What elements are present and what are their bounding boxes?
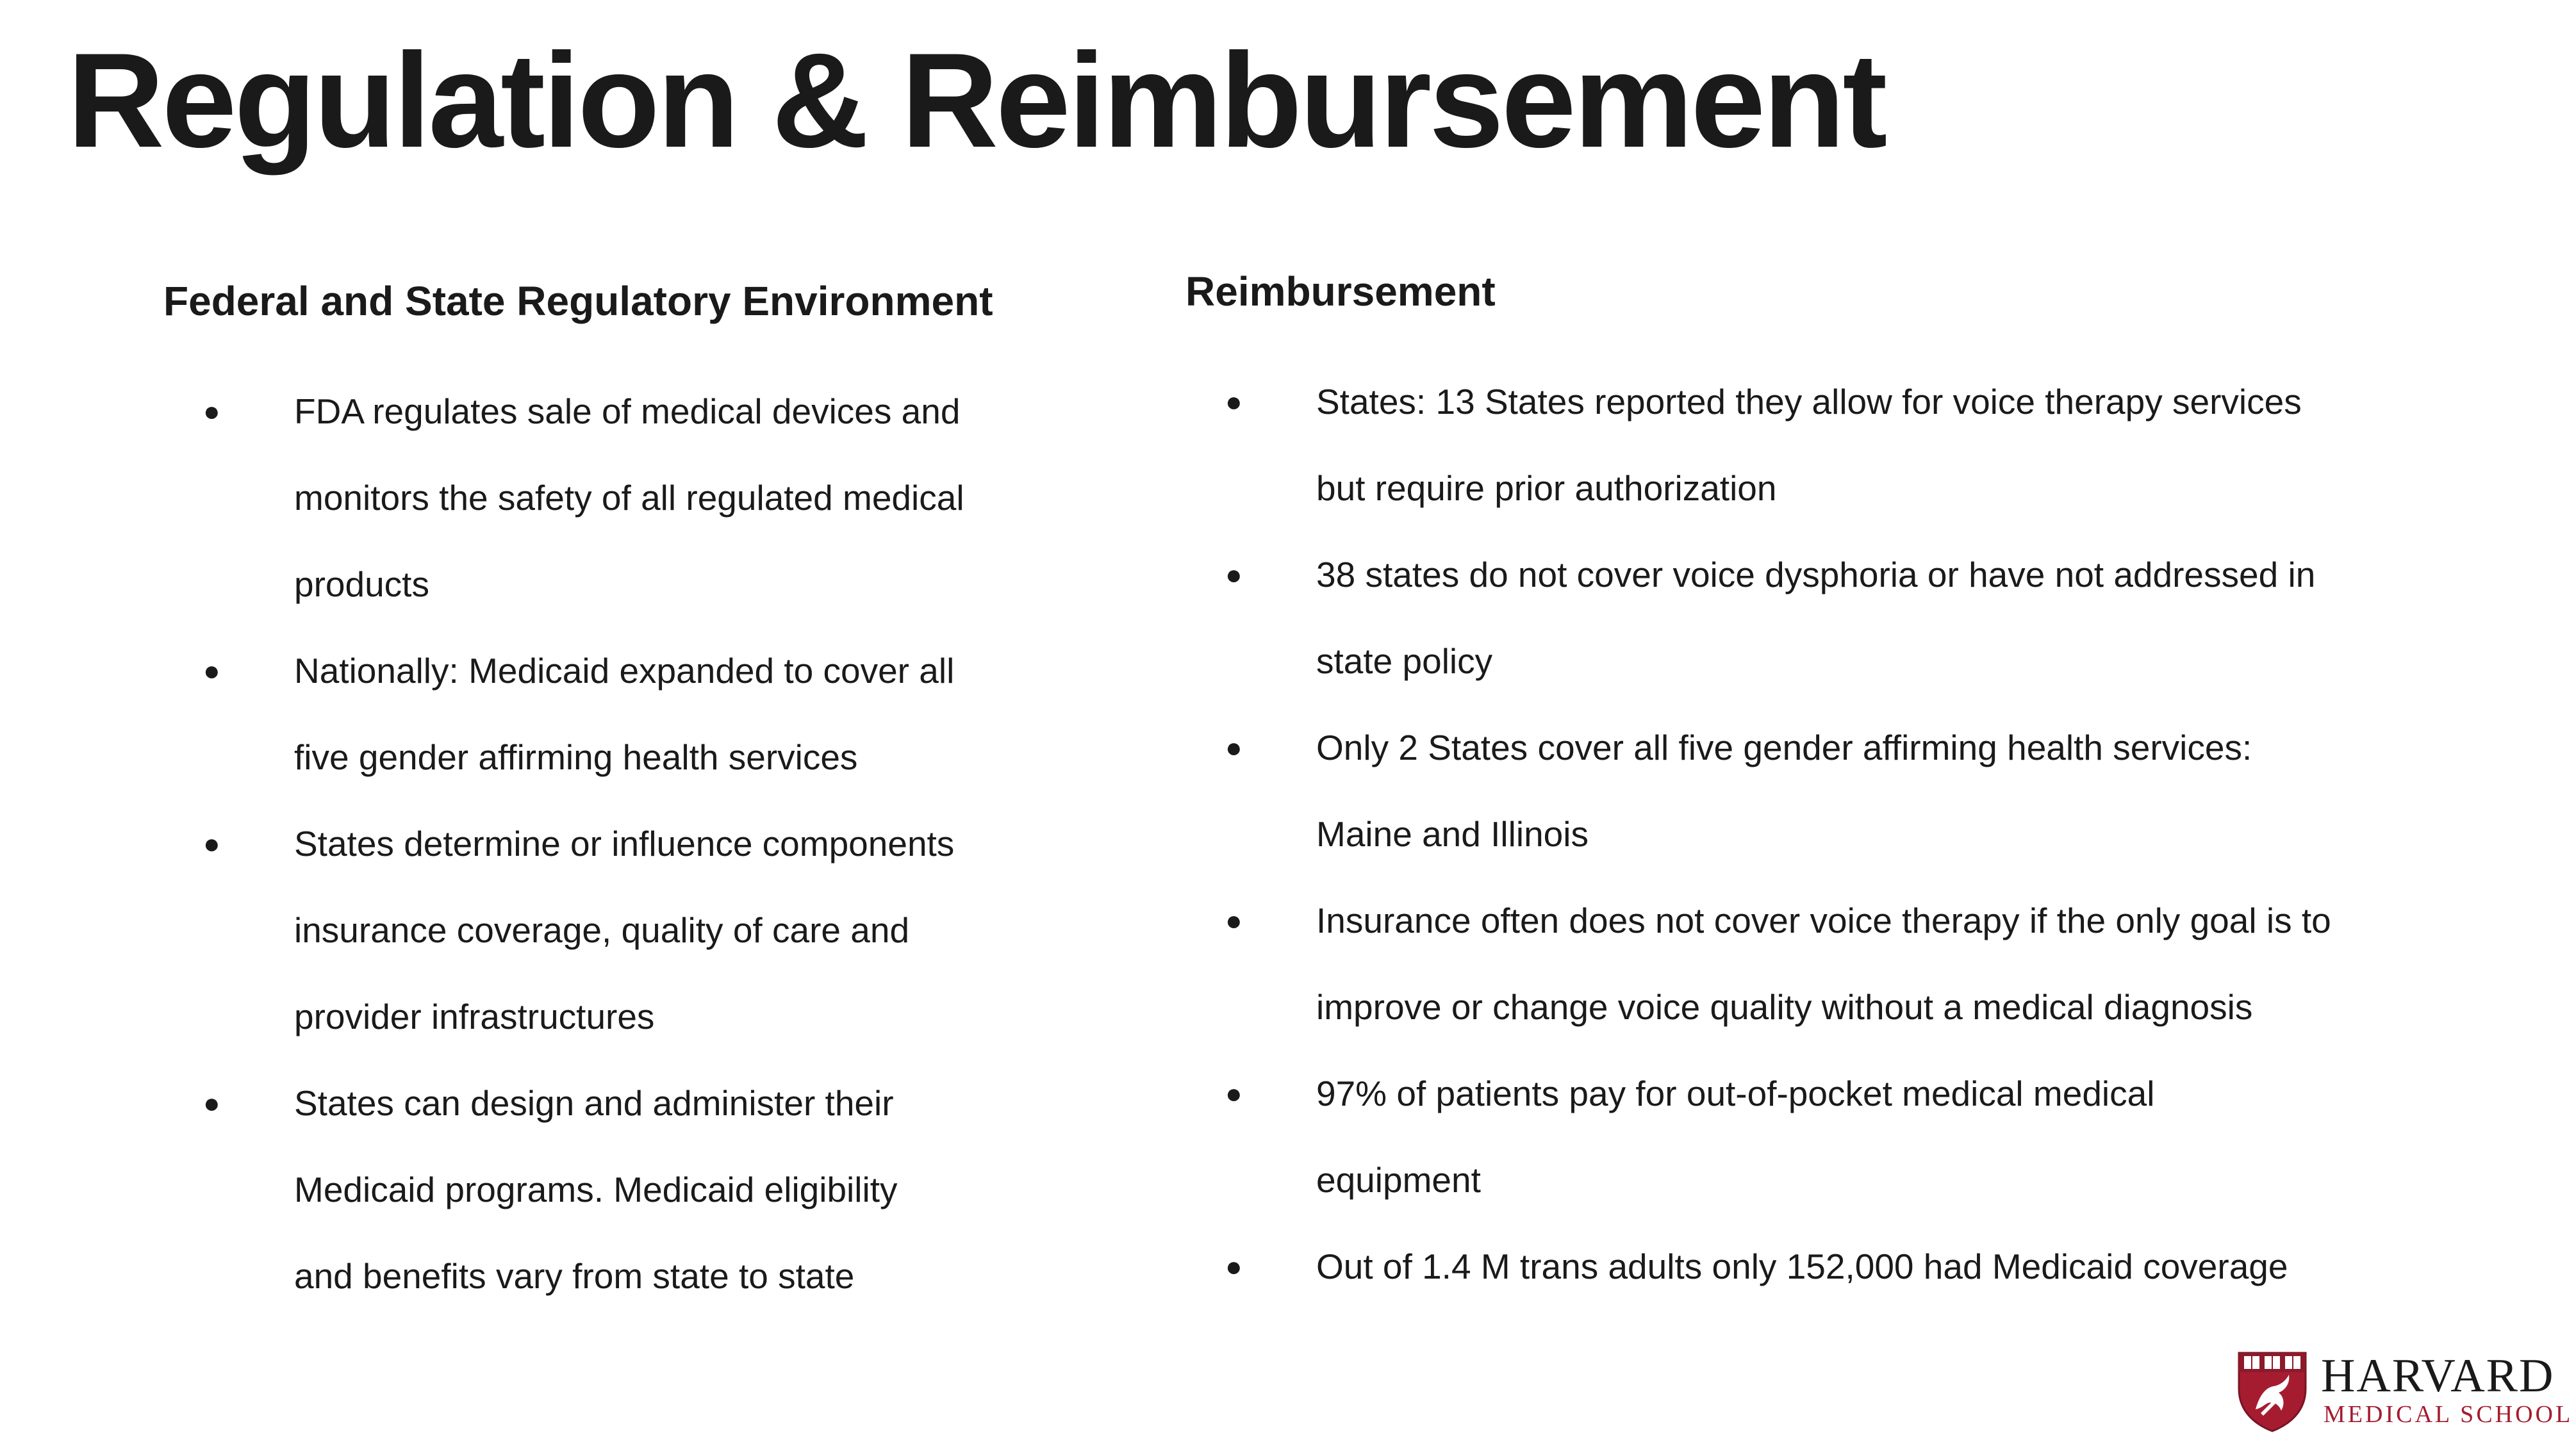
- logo-wordmark: HARVARD: [2321, 1350, 2555, 1402]
- bullet-line: monitors the safety of all regulated med…: [294, 478, 964, 518]
- list-item: ● 38 states do not cover voice dysphoria…: [1185, 532, 2454, 705]
- bullet-line: 38 states do not cover voice dysphoria o…: [1316, 555, 2316, 594]
- left-column-heading: Federal and State Regulatory Environment: [163, 278, 993, 324]
- bullet-line: States can design and administer their: [294, 1083, 894, 1123]
- bullet-line: FDA regulates sale of medical devices an…: [294, 391, 961, 431]
- bullet-icon: ●: [203, 396, 220, 427]
- list-item: ● Out of 1.4 M trans adults only 152,000…: [1185, 1224, 2454, 1310]
- list-item: ● Only 2 States cover all five gender af…: [1185, 705, 2454, 878]
- left-bullet-list: ● FDA regulates sale of medical devices …: [163, 368, 1112, 1320]
- bullet-line: insurance coverage, quality of care and: [294, 910, 910, 950]
- bullet-line: and benefits vary from state to state: [294, 1256, 855, 1296]
- bullet-line: States: 13 States reported they allow fo…: [1316, 382, 2302, 422]
- bullet-line: equipment: [1316, 1160, 1481, 1200]
- bullet-icon: ●: [1225, 386, 1243, 418]
- bullet-icon: ●: [1225, 559, 1243, 591]
- list-item: ● FDA regulates sale of medical devices …: [163, 368, 1112, 628]
- bullet-icon: ●: [1225, 1078, 1243, 1109]
- logo-subtitle: MEDICAL SCHOOL: [2324, 1401, 2573, 1428]
- harvard-shield-icon: [2238, 1352, 2307, 1432]
- right-column: Reimbursement ● States: 13 States report…: [1185, 263, 2454, 1310]
- bullet-line: products: [294, 564, 429, 604]
- list-item: ● Nationally: Medicaid expanded to cover…: [163, 628, 1112, 801]
- list-item: ● 97% of patients pay for out-of-pocket …: [1185, 1051, 2454, 1224]
- bullet-line: States determine or influence components: [294, 824, 955, 864]
- left-column: Federal and State Regulatory Environment…: [163, 272, 1112, 1320]
- bullet-line: 97% of patients pay for out-of-pocket me…: [1316, 1074, 2155, 1113]
- bullet-icon: ●: [1225, 1251, 1243, 1282]
- bullet-icon: ●: [1225, 905, 1243, 937]
- bullet-line: improve or change voice quality without …: [1316, 987, 2253, 1027]
- bullet-icon: ●: [203, 1088, 220, 1119]
- bullet-line: Maine and Illinois: [1316, 814, 1589, 854]
- list-item: ● States: 13 States reported they allow …: [1185, 359, 2454, 532]
- bullet-line: provider infrastructures: [294, 997, 655, 1036]
- harvard-medical-school-logo: HARVARD MEDICAL SCHOOL: [2236, 1350, 2570, 1432]
- bullet-line: Only 2 States cover all five gender affi…: [1316, 728, 2252, 767]
- bullet-icon: ●: [203, 655, 220, 687]
- bullet-line: Nationally: Medicaid expanded to cover a…: [294, 651, 955, 691]
- list-item: ● Insurance often does not cover voice t…: [1185, 878, 2454, 1051]
- bullet-line: state policy: [1316, 641, 1493, 681]
- right-bullet-list: ● States: 13 States reported they allow …: [1185, 359, 2454, 1310]
- bullet-line: Out of 1.4 M trans adults only 152,000 h…: [1316, 1247, 2288, 1286]
- bullet-line: Medicaid programs. Medicaid eligibility: [294, 1170, 898, 1209]
- bullet-icon: ●: [1225, 732, 1243, 764]
- right-column-heading: Reimbursement: [1185, 268, 1496, 315]
- bullet-icon: ●: [203, 828, 220, 860]
- bullet-line: Insurance often does not cover voice the…: [1316, 901, 2331, 940]
- bullet-line: but require prior authorization: [1316, 468, 1777, 508]
- slide-title: Regulation & Reimbursement: [67, 25, 1887, 176]
- bullet-line: five gender affirming health services: [294, 737, 858, 777]
- list-item: ● States determine or influence componen…: [163, 801, 1112, 1060]
- list-item: ● States can design and administer their…: [163, 1060, 1112, 1320]
